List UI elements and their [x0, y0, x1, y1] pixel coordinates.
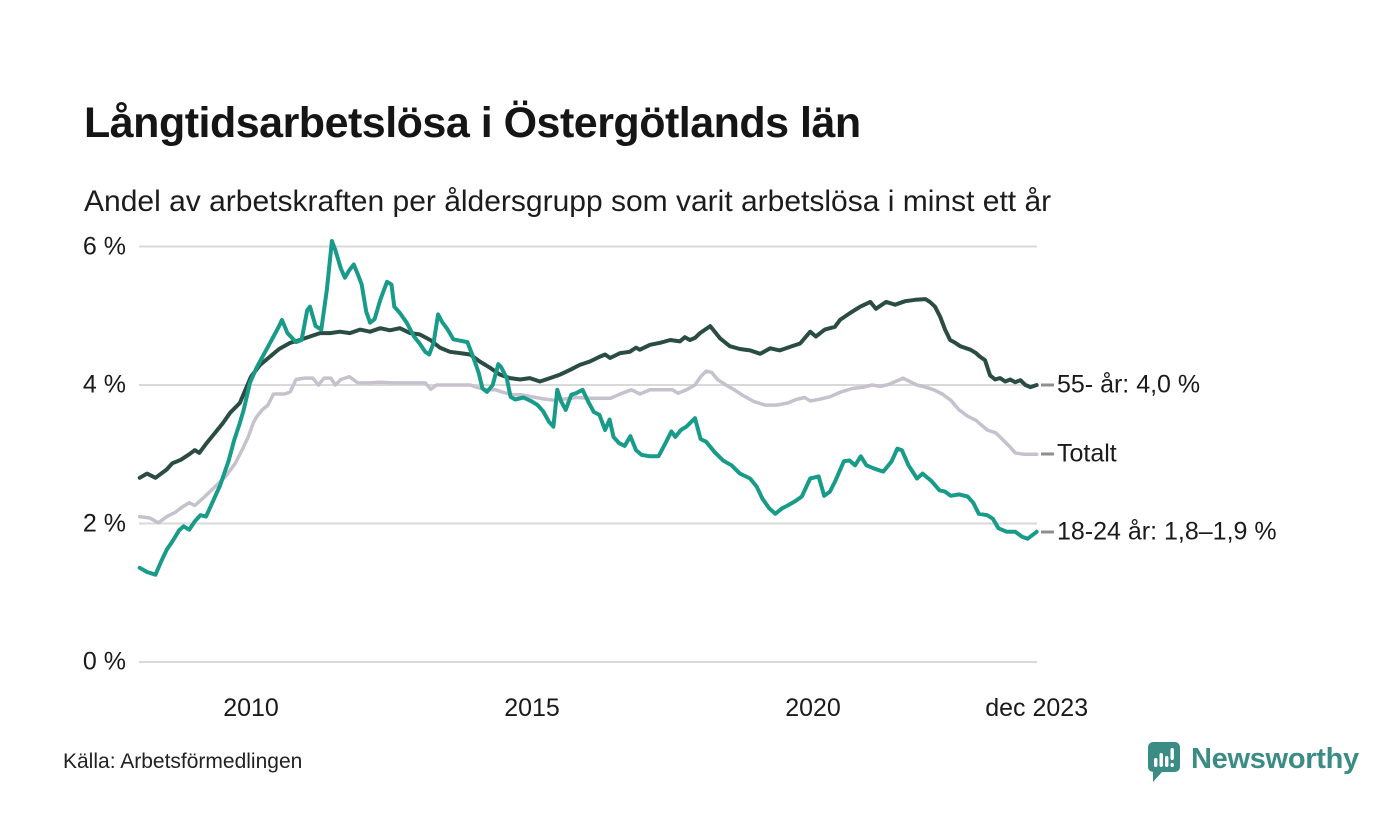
end-label-text: Totalt	[1057, 439, 1117, 468]
end-label-dash	[1041, 383, 1054, 387]
end-label-text: 18-24 år: 1,8–1,9 %	[1057, 517, 1277, 546]
x-tick-label-dec-2023: dec 2023	[985, 694, 1089, 722]
x-tick-label-2020: 2020	[785, 694, 841, 722]
x-tick-label-2015: 2015	[504, 694, 560, 722]
series-line-55-r	[137, 297, 1039, 480]
series-line-totalt	[137, 369, 1039, 525]
newsworthy-wordmark: Newsworthy	[1191, 742, 1359, 775]
end-label-text: 55- år: 4,0 %	[1057, 370, 1201, 399]
newsworthy-logo-icon	[1148, 742, 1180, 782]
end-label-totalt: Totalt	[1041, 440, 1117, 469]
end-label-18-24-r: 18-24 år: 1,8–1,9 %	[1041, 517, 1277, 546]
end-label-dash	[1041, 530, 1054, 534]
chart-title: Långtidsarbetslösa i Östergötlands län	[84, 98, 861, 147]
y-tick-label-6: 6 %	[82, 232, 126, 260]
y-tick-label-0: 0 %	[82, 647, 126, 676]
newsworthy-branding: Newsworthy	[1146, 740, 1359, 784]
x-tick-label-2010: 2010	[223, 694, 279, 722]
series-line-18-24-r	[137, 239, 1039, 577]
end-label-55-r: 55- år: 4,0 %	[1041, 371, 1200, 400]
source-note: Källa: Arbetsförmedlingen	[63, 750, 303, 773]
y-tick-label-4: 4 %	[82, 370, 126, 399]
y-tick-label-2: 2 %	[82, 509, 126, 537]
end-label-dash	[1041, 452, 1054, 456]
chart-subtitle: Andel av arbetskraften per åldersgrupp s…	[84, 185, 1052, 218]
